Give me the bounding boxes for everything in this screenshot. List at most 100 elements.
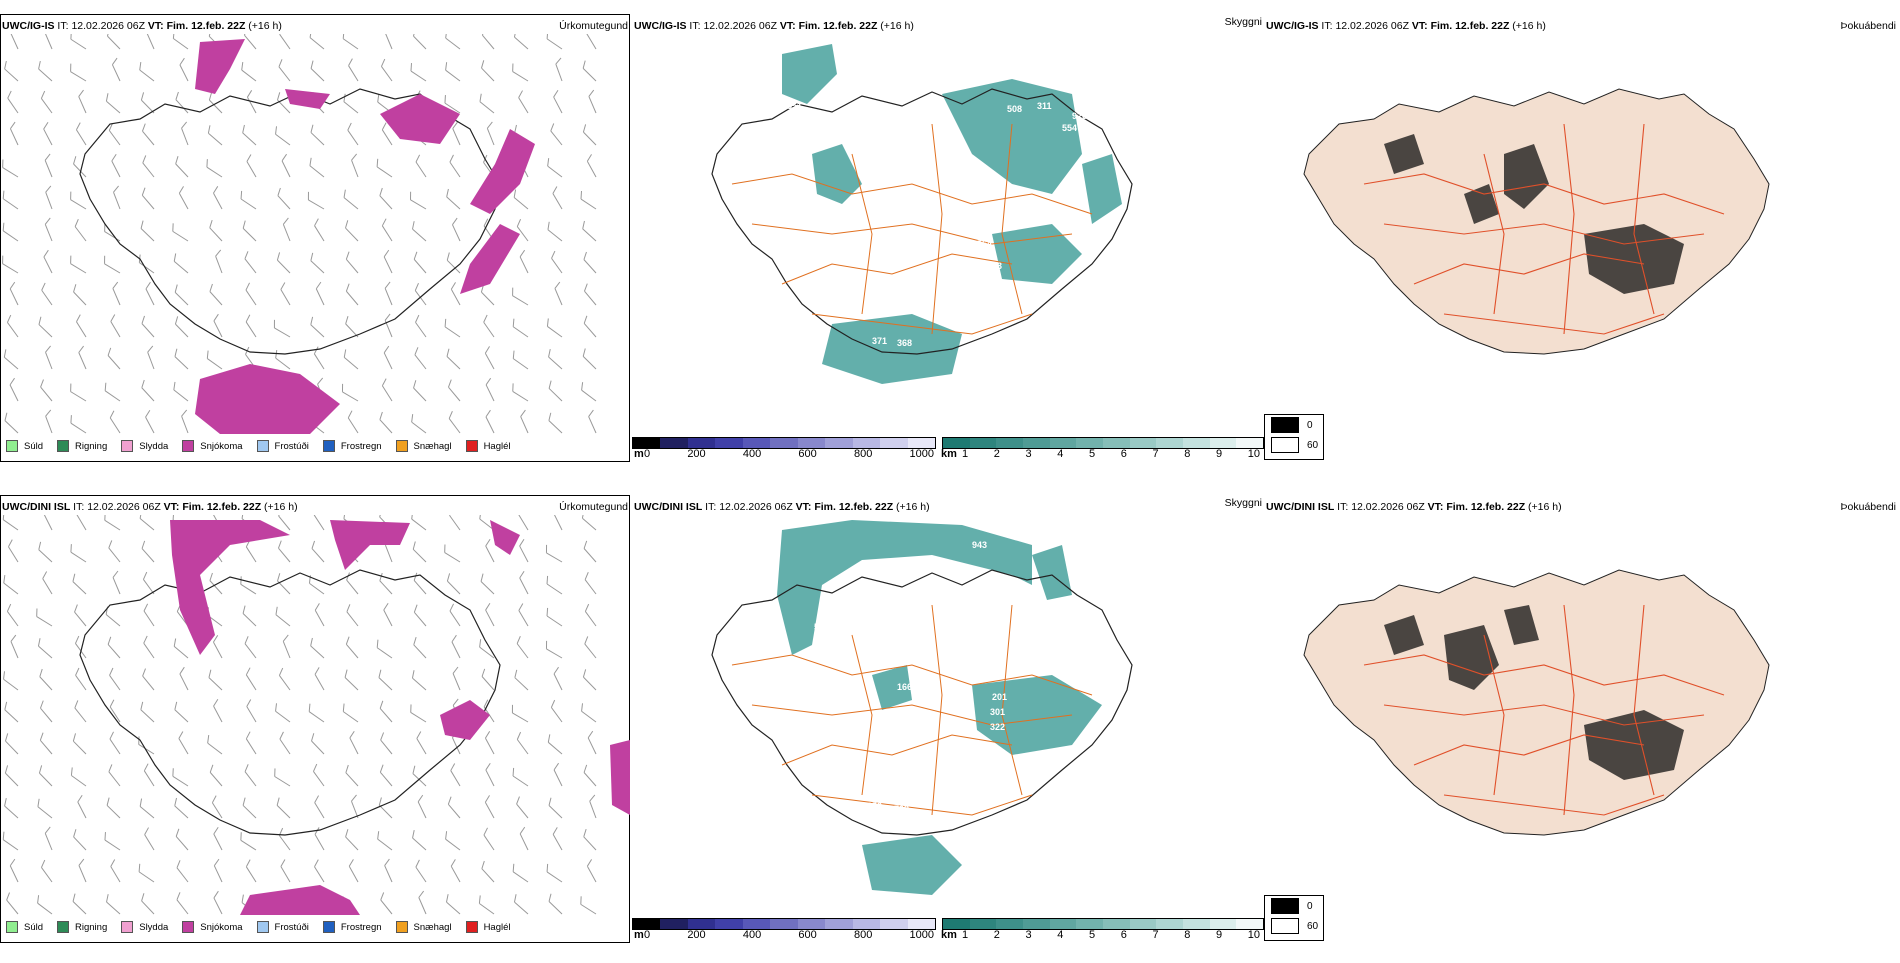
- wind-barb: [210, 796, 228, 818]
- wind-barb: [140, 155, 159, 177]
- colorbar-step: [970, 438, 997, 448]
- wind-barb: [546, 894, 567, 914]
- wind-barb: [8, 282, 24, 305]
- wind-barb: [546, 413, 567, 433]
- wind-barb: [9, 859, 25, 882]
- wind-barb: [74, 123, 92, 145]
- wind-barb: [110, 154, 126, 177]
- wind-barb: [579, 515, 600, 530]
- legend-label: Rigning: [75, 441, 107, 452]
- wind-barb: [39, 283, 57, 305]
- legend-label: Frostregn: [341, 441, 382, 452]
- wind-barb: [174, 829, 194, 850]
- it-label: IT:: [705, 501, 716, 513]
- wind-barb: [206, 670, 227, 690]
- wind-barb: [273, 607, 295, 626]
- wind-barb: [240, 606, 261, 626]
- panel-header: UWC/IG-IS IT: 12.02.2026 06Z VT: Fim. 12…: [634, 20, 914, 32]
- precip-map[interactable]: [0, 515, 630, 915]
- wind-barb: [451, 218, 467, 241]
- wind-barb: [244, 860, 262, 882]
- colorbar-step: [633, 438, 660, 448]
- visibility-tick: 1: [962, 448, 968, 460]
- wind-barb: [476, 639, 498, 658]
- wind-barb: [212, 635, 229, 658]
- vt-label: VT:: [796, 501, 812, 513]
- colorbar-step: [1236, 438, 1263, 448]
- wind-barb: [146, 346, 160, 369]
- wind-barb: [308, 253, 329, 273]
- wind-barb: [67, 384, 89, 401]
- wind-barb: [446, 797, 466, 818]
- fog-map[interactable]: [1264, 515, 1900, 915]
- it-value: 12.02.2026 06Z: [719, 501, 793, 513]
- panel-header: UWC/DINI ISL IT: 12.02.2026 06Z VT: Fim.…: [634, 501, 930, 513]
- wind-barb: [548, 123, 567, 145]
- wind-barb: [242, 34, 262, 49]
- colorbar-step: [1210, 919, 1237, 929]
- wind-barb: [515, 732, 534, 754]
- precip-map[interactable]: [0, 34, 630, 434]
- wind-barb: [511, 34, 532, 49]
- wind-barb: [442, 831, 464, 850]
- wind-barb: [543, 641, 566, 658]
- it-value: 12.02.2026 06Z: [703, 20, 777, 32]
- wind-barb: [346, 411, 364, 433]
- wind-barb: [378, 765, 398, 786]
- wind-barb: [411, 380, 431, 401]
- wind-barb: [74, 315, 92, 337]
- lead-time: (+16 h): [1512, 20, 1546, 32]
- wind-barb: [447, 515, 465, 530]
- wind-barb: [34, 895, 56, 914]
- model-name: UWC/IG-IS: [1266, 20, 1319, 32]
- wind-barb: [580, 61, 601, 81]
- wind-barb: [581, 124, 601, 145]
- wind-barb: [137, 62, 159, 81]
- wind-barb: [41, 572, 58, 594]
- fog-legend-swatch: [1271, 918, 1299, 934]
- wind-barb: [580, 221, 601, 241]
- ceiling-visibility-panel: UWC/IG-IS IT: 12.02.2026 06Z VT: Fim. 12…: [632, 12, 1264, 462]
- legend-item: Snjókoma: [182, 921, 242, 933]
- wind-barb: [343, 220, 363, 241]
- colorbar-step: [798, 919, 825, 929]
- legend-swatch: [466, 440, 478, 452]
- wind-barb: [412, 347, 431, 369]
- lead-time: (+16 h): [264, 501, 298, 513]
- wind-barb: [39, 860, 58, 882]
- wind-barb: [551, 827, 568, 850]
- wind-barb: [141, 572, 160, 594]
- wind-barb: [2, 702, 23, 722]
- snow-area: [610, 740, 630, 815]
- wind-barb: [172, 285, 193, 305]
- wind-barb: [142, 604, 160, 626]
- wind-barb: [481, 315, 499, 337]
- wind-barb: [109, 860, 126, 882]
- fog-map[interactable]: [1264, 34, 1900, 434]
- fog-legend-label: 60: [1307, 921, 1318, 932]
- snow-area: [490, 520, 520, 555]
- wind-barb: [138, 221, 159, 241]
- wind-barb: [374, 831, 396, 850]
- wind-barb: [282, 218, 297, 241]
- legend-item: Slydda: [121, 921, 168, 933]
- wind-barb: [517, 515, 534, 530]
- wind-barb: [204, 159, 226, 177]
- wind-barb: [35, 638, 56, 658]
- colorbar-step: [1050, 919, 1077, 929]
- wind-barb: [108, 411, 126, 433]
- wind-barb: [407, 192, 430, 209]
- legend-label: Snjókoma: [200, 441, 242, 452]
- wind-barb: [212, 891, 228, 914]
- precip-type-panel: UWC/DINI ISL IT: 12.02.2026 06Z VT: Fim.…: [0, 493, 632, 943]
- wind-barb: [511, 894, 532, 914]
- wind-barb: [277, 34, 295, 49]
- ceiling-label: 371: [872, 336, 887, 346]
- wind-barb: [180, 122, 194, 145]
- wind-barb: [577, 896, 599, 914]
- wind-barb: [170, 34, 192, 49]
- wind-barb: [378, 701, 398, 722]
